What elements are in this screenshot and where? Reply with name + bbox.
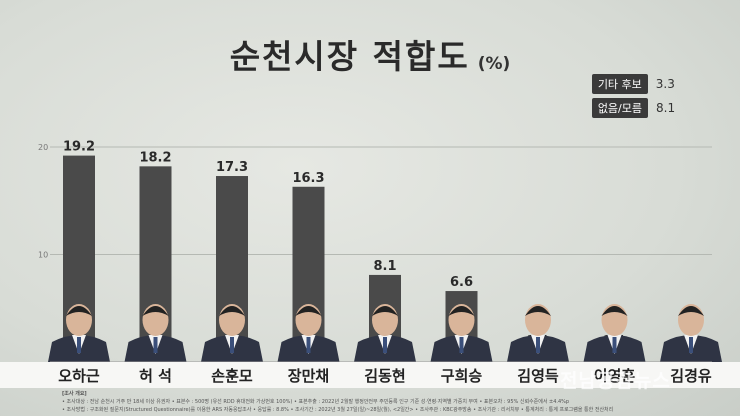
candidate-photo-tie [383, 337, 387, 353]
candidate-name: 장만채 [287, 367, 330, 385]
other-responses-box: 기타 후보 3.3 없음/모름 8.1 [591, 74, 684, 122]
candidate-photo-hair [525, 306, 551, 316]
candidate-name: 오하근 [58, 367, 100, 385]
extra-row-none-unknown: 없음/모름 8.1 [591, 98, 684, 118]
candidate-photo-hair [219, 306, 245, 316]
candidate-photo-hair [678, 306, 704, 316]
candidate-photo-hair [448, 306, 475, 316]
data-label: 6.6 [450, 275, 473, 290]
candidate-name: 허 석 [139, 367, 172, 385]
candidate-photo-tie [306, 337, 311, 353]
watermark: 전남공감뉴스 [560, 370, 671, 392]
footnote-line: • 조사대상 : 전남 순천시 거주 만 18세 이상 유권자 • 표본수 : … [62, 399, 570, 405]
extra-row-other-candidates: 기타 후보 3.3 [591, 74, 684, 94]
data-label: 18.2 [139, 150, 171, 165]
data-label: 19.2 [63, 140, 95, 155]
candidate-photo-tie [536, 337, 540, 353]
candidate-photo-hair [66, 306, 92, 316]
candidate-name: 김동현 [364, 367, 406, 385]
candidate-photo-tie [230, 337, 234, 353]
candidate-name: 김영득 [517, 367, 559, 385]
candidate-photo-tie [689, 337, 693, 353]
data-label: 17.3 [216, 160, 248, 175]
candidate-photo-tie [153, 337, 158, 353]
footnote-line: • 조사방법 : 구조화된 질문지(Structured Questionnai… [62, 407, 614, 413]
candidate-name: 손훈모 [211, 367, 253, 385]
data-label: 8.1 [373, 259, 396, 274]
candidate-photo-tie [612, 337, 617, 353]
extra-value: 8.1 [656, 101, 676, 115]
candidate-name: 이영훈 [593, 367, 636, 385]
candidate-photo-hair [601, 306, 628, 316]
survey-footnote: [조사 개요] • 조사대상 : 전남 순천시 거주 만 18세 이상 유권자 … [62, 390, 722, 414]
extra-label: 없음/모름 [591, 98, 648, 118]
extra-label: 기타 후보 [591, 74, 648, 94]
footnote-heading: [조사 개요] [62, 391, 87, 397]
candidate-photo-hair [295, 306, 322, 316]
candidate-photo-hair [142, 306, 169, 316]
extra-value: 3.3 [655, 77, 675, 91]
candidate-photo-hair [372, 306, 398, 316]
chart-title: 순천시장 적합도 [229, 37, 470, 76]
candidate-photo-tie [459, 337, 464, 353]
candidate-photo-tie [77, 337, 81, 353]
data-label: 16.3 [292, 171, 324, 186]
chart-unit: (%) [477, 53, 511, 74]
chart-title-area: 순천시장 적합도 (%) [0, 30, 740, 78]
candidate-name-strip [0, 362, 740, 388]
candidate-name: 구희승 [440, 367, 483, 385]
y-tick-label: 20 [38, 143, 48, 152]
y-tick-label: 10 [38, 251, 48, 260]
candidate-name: 김경유 [670, 367, 712, 385]
candidate-names: 오하근 허 석 손훈모 장만채 김동현 구희승 김영득 이영훈 김경유 [0, 362, 740, 388]
